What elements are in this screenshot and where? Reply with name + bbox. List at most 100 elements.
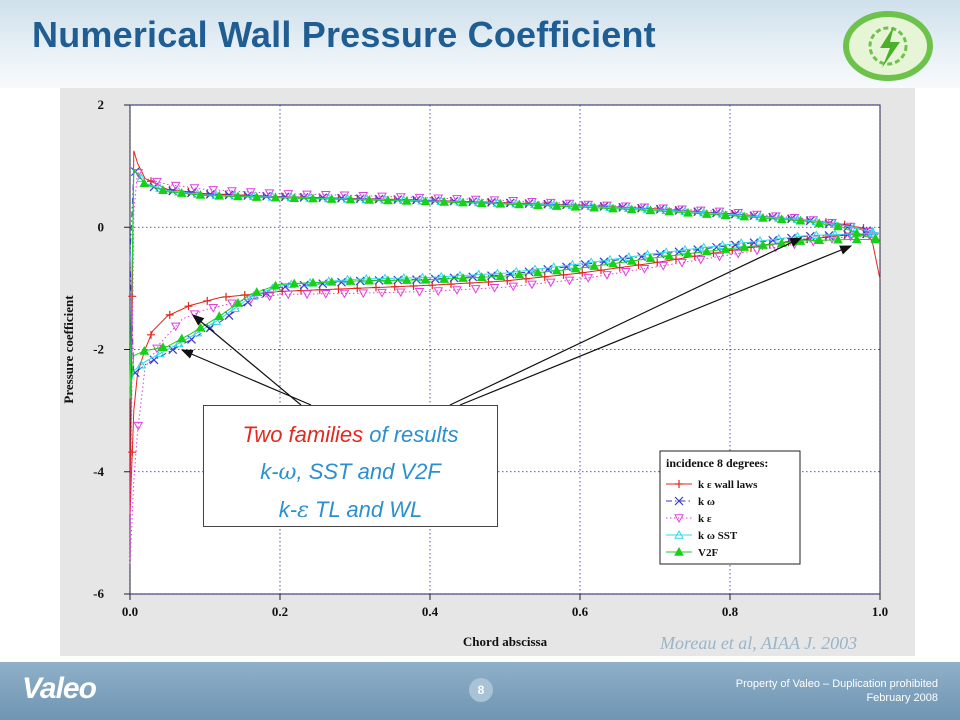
callout-line-2-prefix: k- — [260, 459, 279, 484]
data-point — [390, 282, 399, 291]
data-point — [251, 192, 262, 201]
data-point — [283, 290, 294, 300]
footer-property: Property of Valeo – Duplication prohibit… — [735, 678, 938, 690]
legend-title: incidence 8 degrees: — [666, 456, 768, 470]
y-axis-label: Pressure coefficient — [61, 295, 76, 404]
data-point — [345, 276, 356, 285]
data-point — [289, 278, 300, 288]
data-point — [377, 288, 387, 298]
y-tick-label: -2 — [93, 342, 104, 357]
data-point — [224, 311, 234, 321]
data-point — [187, 334, 196, 344]
data-point — [680, 244, 690, 254]
data-point — [605, 254, 615, 264]
data-point — [470, 285, 481, 294]
data-point — [634, 260, 643, 269]
data-point — [720, 244, 731, 253]
data-point — [147, 330, 155, 339]
data-point — [372, 283, 380, 292]
callout-omega-symbol: ω — [278, 460, 297, 485]
data-point — [514, 199, 525, 209]
data-point — [339, 191, 350, 201]
data-point — [814, 235, 825, 245]
callout-line-3: k-ε TL and WL — [204, 491, 497, 529]
data-point — [476, 272, 487, 281]
data-point — [589, 261, 600, 270]
green-gear-logo-icon — [843, 11, 933, 81]
data-point — [139, 346, 150, 355]
data-point — [867, 226, 878, 236]
data-point — [401, 195, 412, 205]
data-point — [320, 191, 331, 200]
data-point — [589, 202, 600, 212]
chart-legend: incidence 8 degrees: k ε wall laws k ω k ε k… — [659, 450, 801, 565]
valeo-logo: Valeo — [22, 672, 97, 705]
data-point — [430, 274, 440, 284]
callout-line-3-prefix: k- — [278, 497, 298, 522]
data-point — [233, 298, 243, 307]
data-point — [227, 187, 237, 196]
data-point — [524, 267, 534, 277]
data-point — [233, 191, 243, 201]
data-point — [505, 269, 515, 279]
data-point — [136, 173, 147, 183]
callout-line-1: Two families of results — [204, 416, 497, 453]
data-point — [564, 276, 575, 286]
data-point — [139, 178, 150, 188]
data-point — [495, 271, 506, 281]
data-point — [698, 242, 709, 252]
data-point — [158, 185, 168, 195]
data-point — [165, 310, 174, 319]
data-point — [308, 193, 318, 203]
x-tick-label: 0.4 — [422, 604, 439, 619]
y-tick-label: 0 — [98, 219, 105, 234]
data-point — [203, 296, 212, 305]
data-point — [533, 267, 543, 277]
data-point — [128, 448, 137, 457]
data-point — [830, 229, 840, 239]
data-point — [776, 214, 787, 224]
data-point — [495, 198, 506, 208]
data-point — [334, 285, 343, 294]
header-band — [0, 0, 960, 88]
data-point — [326, 194, 337, 203]
data-point — [522, 274, 530, 283]
data-point — [664, 251, 675, 260]
data-point — [583, 274, 594, 283]
data-point — [867, 228, 878, 238]
data-point — [176, 333, 187, 343]
chart-panel: 0.0 0.2 0.4 0.6 0.8 1.0 2 0 -2 -4 -6 Chord abscissa… — [60, 88, 915, 656]
data-point — [527, 280, 537, 290]
data-point — [337, 277, 346, 287]
data-point — [701, 209, 712, 218]
data-point — [487, 271, 496, 281]
data-point — [642, 249, 653, 259]
data-point — [420, 196, 431, 206]
data-point — [208, 304, 219, 313]
data-point — [364, 275, 375, 285]
pressure-coefficient-chart: 0.0 0.2 0.4 0.6 0.8 1.0 2 0 -2 -4 -6 Chord abscissa… — [61, 97, 888, 649]
data-point — [602, 271, 612, 280]
data-point — [833, 221, 843, 231]
data-point — [623, 252, 634, 261]
callout-arrow — [192, 314, 302, 406]
footer-date: February 2008 — [866, 692, 938, 704]
legend-marker — [674, 496, 684, 506]
data-point — [245, 188, 256, 197]
x-tick-label: 0.0 — [122, 604, 138, 619]
x-tick-label: 1.0 — [872, 604, 888, 619]
legend-box — [659, 450, 801, 565]
data-point — [551, 265, 562, 275]
data-point — [683, 248, 693, 258]
data-point — [752, 246, 762, 256]
data-point — [851, 234, 862, 244]
data-point — [639, 264, 650, 274]
data-point — [189, 184, 200, 194]
data-point — [776, 238, 787, 247]
data-point — [677, 258, 687, 268]
data-point — [736, 238, 747, 247]
callout-line-2: k-ω, SST and V2F — [204, 453, 497, 491]
data-point — [768, 235, 778, 245]
data-point — [608, 258, 618, 268]
data-point — [302, 290, 312, 300]
